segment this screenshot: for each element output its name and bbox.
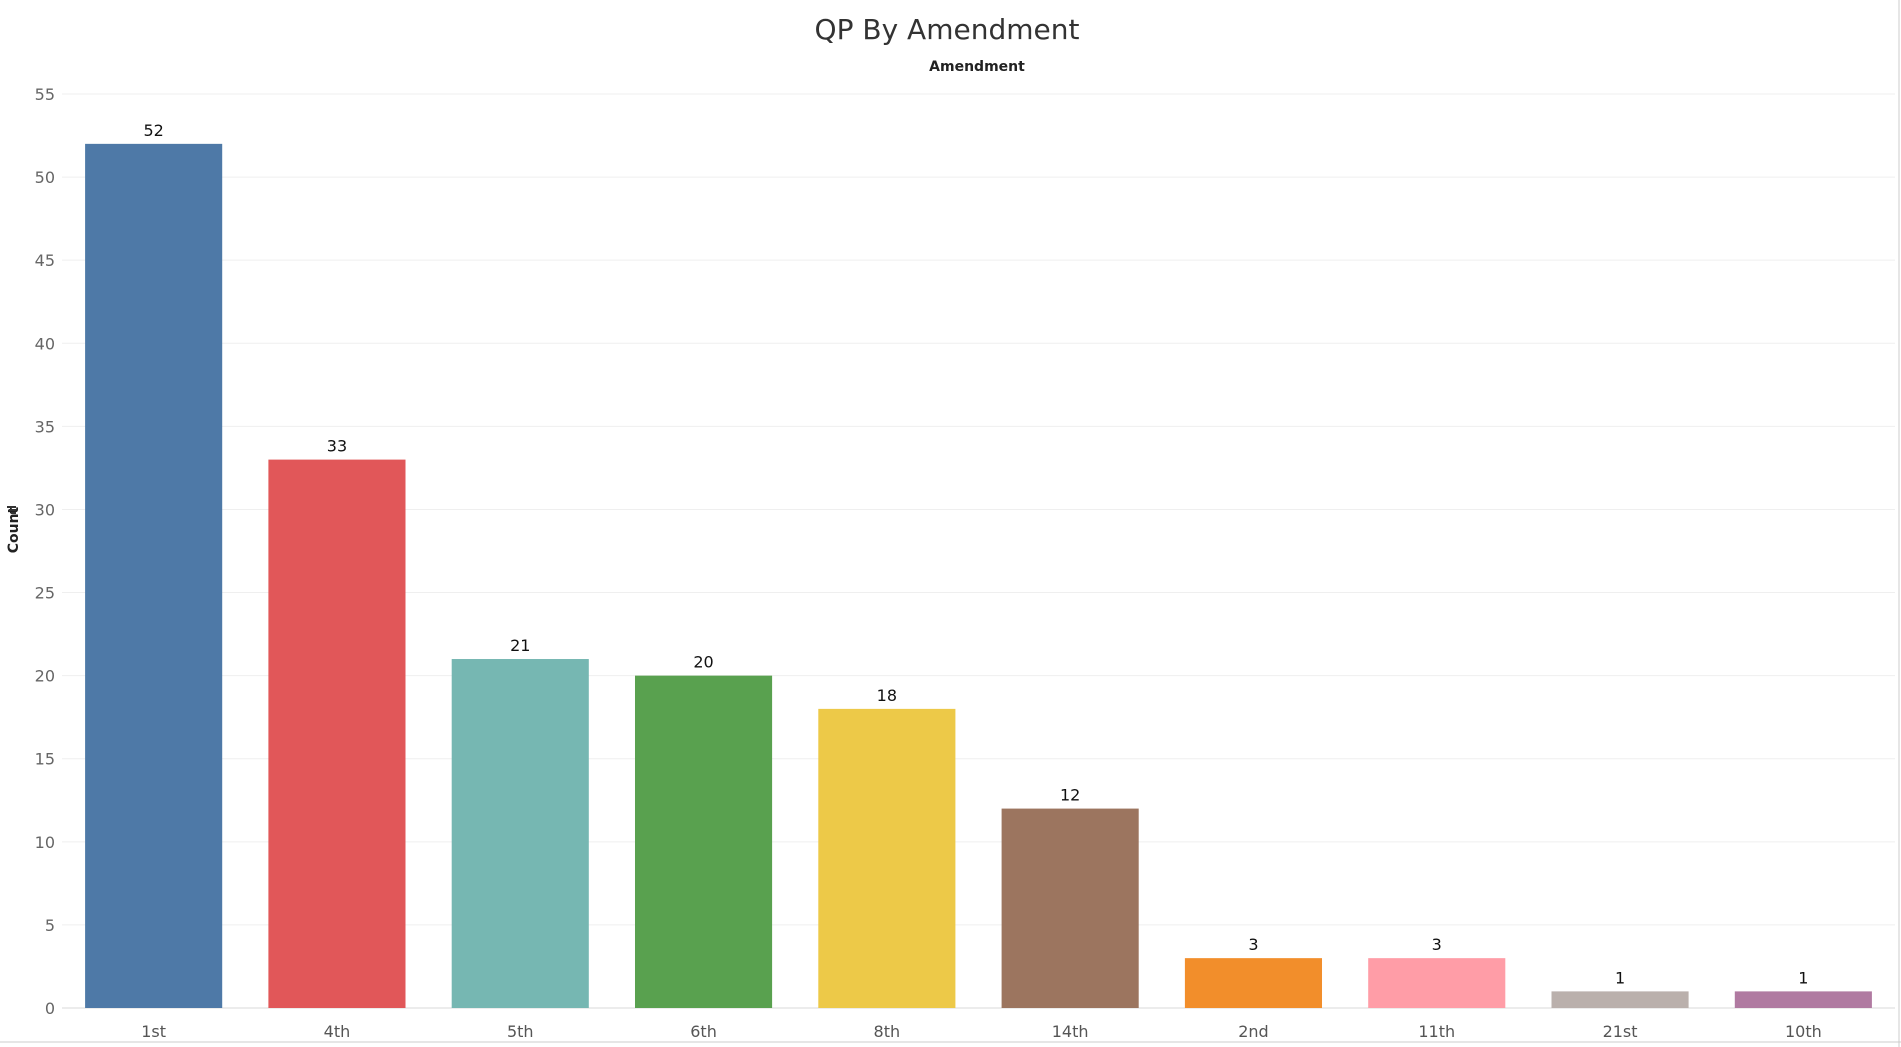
y-tick-label: 0 bbox=[45, 999, 55, 1018]
category-label: 14th bbox=[1052, 1022, 1089, 1041]
category-label: 1st bbox=[141, 1022, 166, 1041]
data-label: 33 bbox=[327, 437, 347, 456]
bar-5th[interactable] bbox=[451, 659, 589, 1008]
y-axis-ticks: 0 5 10 15 20 25 30 35 40 45 50 55 bbox=[35, 85, 55, 1018]
data-label: 21 bbox=[510, 636, 530, 655]
category-label: 8th bbox=[874, 1022, 901, 1041]
sort-descending-icon[interactable] bbox=[7, 506, 16, 514]
bar-2nd[interactable] bbox=[1184, 958, 1323, 1008]
y-tick-label: 30 bbox=[35, 500, 55, 519]
bar-4th[interactable] bbox=[268, 459, 406, 1009]
category-label: 11th bbox=[1418, 1022, 1455, 1041]
y-axis-title: Count bbox=[6, 506, 22, 553]
data-label: 3 bbox=[1248, 935, 1258, 954]
data-label: 1 bbox=[1615, 968, 1625, 987]
x-axis-categories: 1st 4th 5th 6th 8th 14th 2nd 11th 21st 10th bbox=[141, 1022, 1821, 1041]
y-tick-label: 15 bbox=[35, 750, 55, 769]
data-label: 20 bbox=[693, 653, 713, 672]
y-tick-label: 55 bbox=[35, 85, 55, 104]
category-label: 10th bbox=[1785, 1022, 1822, 1041]
y-tick-label: 50 bbox=[35, 168, 55, 187]
bar-1st[interactable] bbox=[85, 143, 223, 1008]
category-label: 4th bbox=[324, 1022, 351, 1041]
bars bbox=[85, 143, 1872, 1009]
bar-11th[interactable] bbox=[1368, 958, 1506, 1008]
y-tick-label: 5 bbox=[45, 916, 55, 935]
bar-14th[interactable] bbox=[1001, 808, 1139, 1008]
bar-10th[interactable] bbox=[1734, 991, 1872, 1008]
bar-21st[interactable] bbox=[1551, 991, 1689, 1008]
data-label: 12 bbox=[1060, 786, 1080, 805]
data-label: 18 bbox=[877, 686, 897, 705]
data-label: 3 bbox=[1432, 935, 1442, 954]
chart-title: QP By Amendment bbox=[815, 13, 1080, 46]
y-axis-title-group: Count bbox=[6, 506, 22, 553]
category-label: 5th bbox=[507, 1022, 534, 1041]
category-label: 6th bbox=[690, 1022, 717, 1041]
category-label: 21st bbox=[1603, 1022, 1638, 1041]
bar-6th[interactable] bbox=[634, 675, 773, 1008]
y-tick-label: 40 bbox=[35, 334, 55, 353]
category-label: 2nd bbox=[1238, 1022, 1268, 1041]
bar-8th[interactable] bbox=[818, 708, 956, 1008]
y-tick-label: 45 bbox=[35, 251, 55, 270]
y-tick-label: 25 bbox=[35, 584, 55, 603]
y-tick-label: 35 bbox=[35, 417, 55, 436]
data-label: 52 bbox=[143, 121, 163, 140]
y-tick-label: 20 bbox=[35, 667, 55, 686]
data-label: 1 bbox=[1798, 968, 1808, 987]
y-tick-label: 10 bbox=[35, 833, 55, 852]
column-header: Amendment bbox=[929, 59, 1025, 75]
